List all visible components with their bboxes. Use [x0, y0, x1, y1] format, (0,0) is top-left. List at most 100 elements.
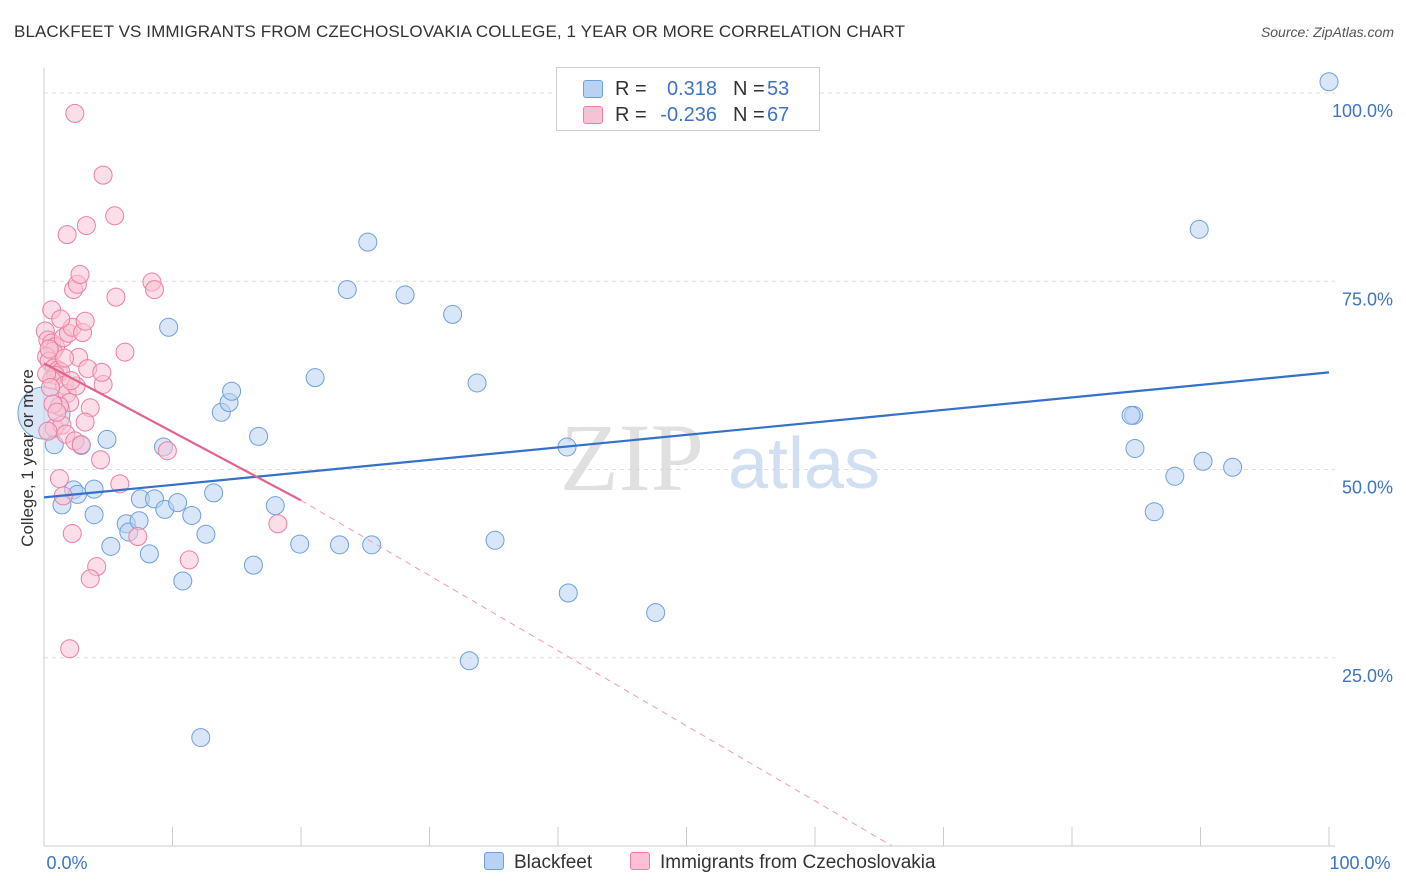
bottom-legend-swatch-blackfeet: [484, 852, 504, 870]
point-blackfeet: [139, 544, 159, 564]
point-czechoslovakia: [55, 348, 75, 368]
point-blackfeet: [337, 280, 357, 300]
point-czechoslovakia: [57, 225, 77, 245]
legend-r-label: R =: [615, 104, 647, 126]
legend-n-value: 67: [767, 104, 790, 126]
legend-swatch-blackfeet: [583, 80, 603, 98]
point-czechoslovakia: [179, 550, 199, 570]
point-blackfeet: [84, 479, 104, 499]
point-blackfeet: [243, 555, 263, 575]
point-czechoslovakia: [38, 421, 58, 441]
legend-r-label: R =: [615, 78, 647, 100]
point-blackfeet: [358, 232, 378, 252]
point-blackfeet: [1165, 466, 1185, 486]
point-czechoslovakia: [51, 309, 71, 329]
trend-line-czechoslovakia-extension: [300, 499, 893, 847]
legend-n-value: 53: [767, 78, 790, 100]
legend-row-czechoslovakia: R = -0.236 N = 67: [557, 102, 819, 128]
point-blackfeet: [84, 505, 104, 525]
point-czechoslovakia: [105, 206, 125, 226]
point-blackfeet: [204, 483, 224, 503]
point-czechoslovakia: [71, 435, 91, 455]
point-blackfeet: [1121, 405, 1141, 425]
grid-lines: [44, 92, 1335, 659]
chart-title: BLACKFEET VS IMMIGRANTS FROM CZECHOSLOVA…: [14, 22, 906, 41]
point-czechoslovakia: [92, 362, 112, 382]
bottom-legend-label-blackfeet: Blackfeet: [514, 852, 593, 873]
bottom-legend-label-czechoslovakia: Immigrants from Czechoslovakia: [660, 852, 936, 873]
point-czechoslovakia: [39, 339, 59, 359]
point-blackfeet: [129, 511, 149, 531]
point-blackfeet: [305, 368, 325, 388]
x-tick-label-max: 100.0%: [1329, 853, 1390, 873]
point-czechoslovakia: [145, 280, 165, 300]
legend-n-label: N =: [733, 78, 765, 100]
y-tick-label: 25.0%: [1342, 666, 1393, 686]
legend-n-label: N =: [733, 104, 765, 126]
point-czechoslovakia: [106, 287, 126, 307]
point-blackfeet: [395, 285, 415, 305]
bottom-legend-blackfeet: Blackfeet: [484, 852, 592, 876]
legend-r-value: -0.236: [660, 104, 717, 126]
y-tick-labels: 100.0% 75.0% 50.0% 25.0%: [1332, 101, 1393, 686]
point-czechoslovakia: [62, 524, 82, 544]
point-czechoslovakia: [128, 527, 148, 547]
point-blackfeet: [330, 535, 350, 555]
point-blackfeet: [196, 524, 216, 544]
point-blackfeet: [265, 496, 285, 516]
watermark-zip: ZIP: [560, 404, 704, 511]
point-blackfeet: [558, 583, 578, 603]
trend-line-czechoslovakia: [43, 362, 302, 502]
point-blackfeet: [1319, 72, 1339, 92]
point-blackfeet: [168, 493, 188, 513]
point-blackfeet: [101, 536, 121, 556]
point-blackfeet: [1189, 219, 1209, 239]
legend-row-blackfeet: R = 0.318 N = 53: [557, 76, 819, 102]
y-axis-label: College, 1 year or more: [18, 369, 37, 547]
bottom-legend-czechoslovakia: Immigrants from Czechoslovakia: [630, 852, 936, 876]
point-blackfeet: [173, 571, 193, 591]
point-czechoslovakia: [40, 377, 60, 397]
point-blackfeet: [290, 534, 310, 554]
point-czechoslovakia: [70, 265, 90, 285]
point-blackfeet: [1193, 451, 1213, 471]
point-czechoslovakia: [157, 441, 177, 461]
point-czechoslovakia: [80, 569, 100, 589]
point-blackfeet: [1223, 457, 1243, 477]
point-blackfeet: [222, 381, 242, 401]
point-czechoslovakia: [75, 412, 95, 432]
point-czechoslovakia: [65, 103, 85, 123]
y-tick-label: 50.0%: [1342, 478, 1393, 498]
point-blackfeet: [191, 728, 211, 748]
bottom-legend-swatch-czechoslovakia: [630, 852, 650, 870]
x-tick-labels: 0.0% 100.0%: [46, 853, 1390, 873]
trend-lines: [43, 362, 1330, 847]
legend-swatch-czechoslovakia: [583, 106, 603, 124]
point-blackfeet: [646, 603, 666, 623]
watermark-atlas: atlas: [728, 424, 880, 504]
data-points: [17, 72, 1339, 748]
point-czechoslovakia: [75, 311, 95, 331]
point-blackfeet: [1144, 502, 1164, 522]
point-czechoslovakia: [60, 639, 80, 659]
point-czechoslovakia: [115, 342, 135, 362]
y-tick-label: 100.0%: [1332, 101, 1393, 121]
point-czechoslovakia: [76, 216, 96, 236]
point-czechoslovakia: [110, 474, 130, 494]
point-czechoslovakia: [93, 165, 113, 185]
point-blackfeet: [1125, 438, 1145, 458]
point-blackfeet: [443, 304, 463, 324]
point-blackfeet: [459, 651, 479, 671]
y-tick-label: 75.0%: [1342, 289, 1393, 309]
legend-r-value: 0.318: [666, 78, 717, 100]
point-blackfeet: [97, 429, 117, 449]
stats-legend: R = 0.318 N = 53 R = -0.236 N = 67: [556, 67, 820, 131]
x-tick-label-min: 0.0%: [46, 853, 87, 873]
point-czechoslovakia: [91, 450, 111, 470]
point-blackfeet: [467, 373, 487, 393]
chart-source: Source: ZipAtlas.com: [1260, 24, 1394, 40]
point-blackfeet: [159, 317, 179, 337]
point-czechoslovakia: [47, 402, 67, 422]
point-blackfeet: [249, 426, 269, 446]
